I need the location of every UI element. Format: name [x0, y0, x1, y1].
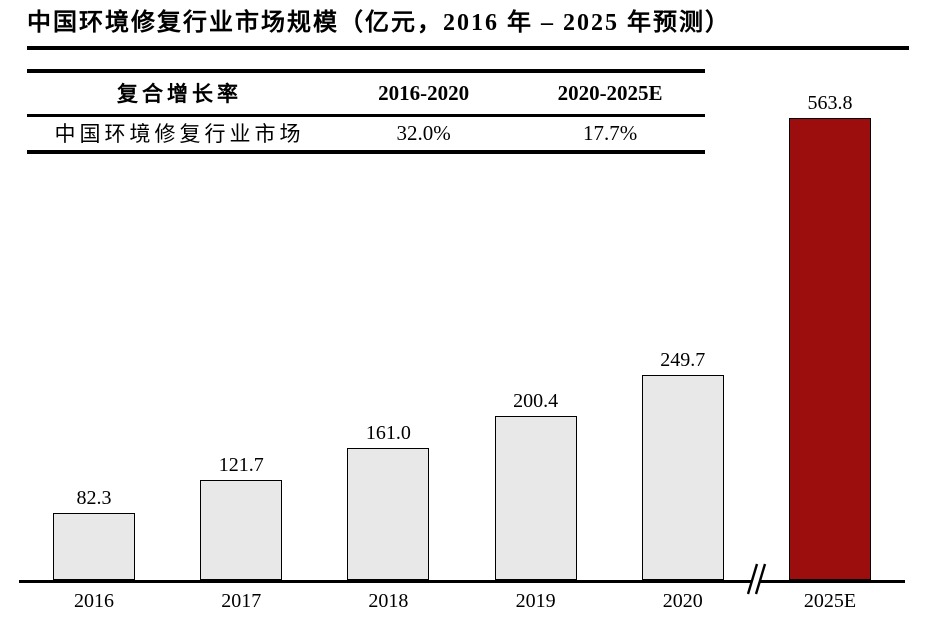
bar-2016	[53, 512, 135, 580]
bar-2020	[641, 375, 724, 580]
value-label-2018: 161.0	[365, 421, 411, 444]
table-header-row: 复合增长率 2016-2020 2020-2025E	[27, 71, 705, 115]
x-axis-line	[19, 580, 905, 583]
x-tick-label-2020: 2020	[662, 590, 703, 612]
bar-2018	[347, 447, 430, 580]
table-header-cagr: 复合增长率	[117, 82, 243, 107]
x-tick-label-2019: 2019	[515, 590, 556, 612]
x-tick-label-2025e: 2025E	[803, 590, 857, 612]
x-tick-label-2016: 2016	[74, 590, 114, 612]
chart-title: 中国环境修复行业市场规模（亿元，2016 年 – 2025 年预测）	[27, 10, 731, 36]
axis-break-icon	[746, 563, 767, 595]
bar-2017	[200, 480, 283, 580]
bar-2019	[494, 415, 577, 580]
value-label-2019: 200.4	[513, 389, 559, 412]
table-cell-market-name: 中国环境修复行业市场	[54, 122, 305, 147]
x-tick-label-2018: 2018	[368, 590, 409, 612]
table-header-2016-2020: 2016-2020	[378, 80, 470, 105]
value-label-2020: 249.7	[660, 349, 706, 372]
x-tick-label-2017: 2017	[221, 590, 262, 612]
table-cell-cagr-2016-2020: 32.0%	[396, 120, 451, 145]
table-cell-cagr-2020-2025e: 17.7%	[582, 120, 638, 145]
value-label-2025e: 563.8	[807, 91, 853, 114]
table-row: 中国环境修复行业市场 32.0% 17.7%	[27, 115, 705, 152]
cagr-table: 复合增长率 2016-2020 2020-2025E 中国环境修复行业市场 32…	[27, 69, 705, 154]
value-label-2017: 121.7	[218, 454, 264, 477]
table-header-2020-2025e: 2020-2025E	[557, 80, 663, 105]
value-label-2016: 82.3	[76, 486, 112, 509]
title-underline	[27, 46, 909, 50]
bar-2025e	[789, 117, 871, 580]
